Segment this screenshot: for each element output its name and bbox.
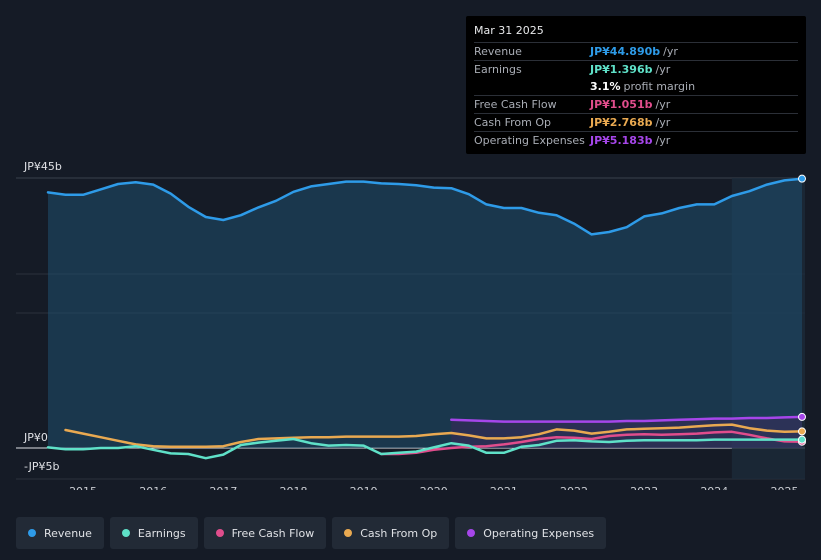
tooltip-row: Free Cash Flow JP¥1.051b/yr xyxy=(474,95,798,113)
tooltip-row-value: JP¥2.768b xyxy=(590,116,653,129)
tooltip-row-value: JP¥1.051b xyxy=(590,98,653,111)
tooltip-row: Cash From Op JP¥2.768b/yr xyxy=(474,113,798,131)
legend-dot-icon xyxy=(344,529,353,537)
x-tick-label: 2015 xyxy=(69,485,97,490)
x-tick-label: 2024 xyxy=(700,485,728,490)
tooltip-row-value: JP¥44.890b xyxy=(590,45,661,58)
tooltip-row-label: Free Cash Flow xyxy=(474,98,557,111)
x-tick-label: 2019 xyxy=(350,485,378,490)
legend-dot-icon xyxy=(121,529,130,537)
legend-label: Operating Expenses xyxy=(483,526,595,540)
tooltip-row: Operating Expenses JP¥5.183b/yr xyxy=(474,131,798,149)
cash-from-op-line xyxy=(64,423,804,449)
legend-item-free-cash-flow[interactable]: Free Cash Flow xyxy=(203,517,327,549)
x-tick-label: 2025 xyxy=(770,485,798,490)
earnings-endpoint xyxy=(798,435,806,444)
legend-label: Earnings xyxy=(137,526,186,540)
x-tick-label: 2017 xyxy=(209,485,237,490)
legend-label: Free Cash Flow xyxy=(231,526,315,540)
x-tick-label: 2016 xyxy=(139,485,167,490)
y-axis-zero-label: JP¥0 xyxy=(24,431,48,444)
tooltip-row-label: Cash From Op xyxy=(474,116,552,129)
tooltip-row-value: JP¥5.183b xyxy=(590,134,653,147)
earnings-line xyxy=(46,437,804,460)
tooltip-row: Earnings JP¥1.396b/yr xyxy=(474,60,798,78)
legend-label: Cash From Op xyxy=(360,526,438,540)
legend: Revenue Earnings Free Cash Flow Cash From O… xyxy=(16,517,607,549)
x-tick-label: 2021 xyxy=(490,485,518,490)
legend-item-earnings[interactable]: Earnings xyxy=(109,517,198,549)
x-tick-label: 2023 xyxy=(630,485,658,490)
tooltip-row-unit: /yr xyxy=(655,116,671,129)
data-tooltip: Mar 31 2025 Revenue JP¥44.890b/yr Earnings… xyxy=(466,16,806,154)
legend-label: Revenue xyxy=(44,526,92,540)
tooltip-row: Revenue JP¥44.890b/yr xyxy=(474,42,798,60)
legend-item-operating-expenses[interactable]: Operating Expenses xyxy=(455,517,607,549)
tooltip-row-label: Operating Expenses xyxy=(474,134,585,147)
tooltip-row-unit: /yr xyxy=(655,98,671,111)
tooltip-date: Mar 31 2025 xyxy=(474,24,544,37)
tooltip-row-unit: profit margin xyxy=(623,80,696,93)
legend-item-revenue[interactable]: Revenue xyxy=(16,517,104,549)
chart: 2015 2016 2017 2018 2019 2020 2021 2022 2023 2024… xyxy=(16,174,806,490)
revenue-endpoint xyxy=(798,174,806,183)
x-tick-label: 2022 xyxy=(560,485,588,490)
free-cash-flow-line xyxy=(379,430,804,456)
tooltip-row: 3.1% profit margin xyxy=(474,78,798,95)
cash-from-op-endpoint xyxy=(798,427,806,436)
tooltip-row-unit: /yr xyxy=(655,63,671,76)
tooltip-row-unit: /yr xyxy=(663,45,678,58)
legend-dot-icon xyxy=(215,529,224,537)
tooltip-row-unit: /yr xyxy=(655,134,671,147)
legend-dot-icon xyxy=(467,529,476,537)
tooltip-row-label: Revenue xyxy=(474,45,522,58)
tooltip-row-label: Earnings xyxy=(474,63,522,76)
x-tick-label: 2020 xyxy=(420,485,448,490)
operating-expenses-line xyxy=(450,415,804,423)
operating-expenses-endpoint xyxy=(798,412,806,421)
x-tick-label: 2018 xyxy=(279,485,307,490)
revenue-line xyxy=(46,177,804,236)
y-axis-top-label: JP¥45b xyxy=(24,160,62,173)
legend-item-cash-from-op[interactable]: Cash From Op xyxy=(332,517,450,549)
tooltip-row-value: JP¥1.396b xyxy=(590,63,653,76)
revenue-area xyxy=(48,178,802,448)
y-axis-bottom-label: -JP¥5b xyxy=(24,460,60,473)
tooltip-row-label xyxy=(474,78,590,95)
tooltip-row-value: 3.1% xyxy=(590,80,621,93)
legend-dot-icon xyxy=(28,529,36,537)
